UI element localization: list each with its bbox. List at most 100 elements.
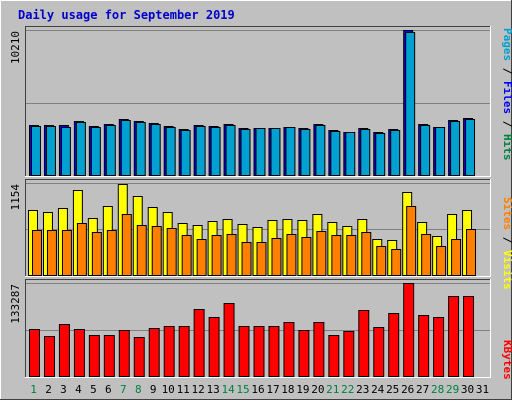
right-side-legends: Pages / Files / Hits Sites / Visits KBytes [501,28,512,380]
bar-kbytes-day-10 [163,326,175,377]
bar-sites-day-28 [436,246,447,276]
bar-sites-day-4 [76,223,87,276]
legend-sites_visits: Sites / Visits [501,197,512,290]
legend-pages_files_hits-part-0: Pages [501,28,512,61]
bar-pages-day-6 [105,125,116,176]
bar-kbytes-day-13 [208,317,220,377]
bar-pages-day-26 [405,32,416,176]
bar-sites-day-9 [151,226,162,276]
bar-sites-day-1 [32,230,42,276]
bar-pages-day-21 [330,131,341,176]
legend-kbytes: KBytes [501,340,512,380]
day-label-20: 20 [311,383,324,396]
bar-kbytes-day-14 [223,303,235,377]
day-label-8: 8 [135,383,142,396]
bar-sites-day-27 [421,234,432,276]
day-label-27: 27 [416,383,429,396]
bar-sites-day-24 [376,246,387,276]
panel-sites_visits: 1154 [9,179,491,277]
bar-pages-day-13 [210,127,221,176]
bar-kbytes-day-7 [118,330,130,377]
bar-pages-day-22 [345,132,356,176]
legend-sites_visits-part-2: Visits [501,250,512,290]
day-label-13: 13 [206,383,219,396]
bar-sites-day-29 [451,239,462,276]
bar-pages-day-7 [120,120,131,176]
bar-pages-day-14 [225,125,236,176]
bar-pages-day-2 [45,126,56,176]
bar-sites-day-11 [181,235,192,276]
bar-kbytes-day-2 [43,336,55,377]
bar-pages-day-8 [135,122,146,176]
bar-sites-day-26 [406,206,417,276]
bar-pages-day-5 [90,127,101,176]
day-label-15: 15 [236,383,249,396]
day-label-28: 28 [431,383,444,396]
bar-sites-day-14 [226,234,237,276]
bar-kbytes-day-25 [388,313,400,377]
bar-pages-day-23 [360,129,371,176]
bar-sites-day-17 [271,238,282,276]
legend-pages_files_hits-part-2: Files [501,81,512,114]
bar-sites-day-21 [331,235,342,276]
bar-pages-day-24 [375,133,386,176]
day-label-24: 24 [371,383,385,396]
bar-kbytes-day-23 [358,310,370,377]
bar-pages-day-30 [465,119,476,176]
bar-sites-day-10 [166,228,177,276]
day-label-21: 21 [326,383,339,396]
day-label-10: 10 [162,383,175,396]
bar-sites-day-16 [256,242,267,276]
bar-kbytes-day-9 [148,328,160,377]
bar-kbytes-day-26 [403,283,415,377]
bar-sites-day-18 [286,234,297,276]
day-label-6: 6 [105,383,112,396]
bar-sites-day-3 [61,230,72,276]
day-label-9: 9 [150,383,157,396]
bar-kbytes-day-27 [418,315,430,377]
bar-kbytes-day-8 [133,337,145,377]
bar-sites-day-25 [391,249,402,276]
bar-sites-day-15 [241,242,252,276]
bar-sites-day-30 [466,229,477,276]
day-label-14: 14 [221,383,235,396]
legend-pages_files_hits-part-1: / [501,61,512,81]
legend-pages_files_hits-part-4: Hits [501,134,512,161]
bar-sites-day-12 [196,239,207,276]
bar-sites-day-2 [46,230,57,276]
bar-kbytes-day-15 [238,326,250,377]
bar-kbytes-day-17 [268,326,280,377]
bar-pages-day-19 [300,129,311,176]
panel-pages_files_hits: 10210 [9,26,491,177]
bar-kbytes-day-24 [373,327,385,377]
bar-kbytes-day-21 [328,335,340,377]
bar-sites-day-5 [91,232,102,276]
bar-kbytes-day-19 [298,330,310,377]
bar-pages-day-20 [315,125,326,176]
bar-sites-day-7 [121,214,132,276]
bar-pages-day-11 [180,130,191,176]
bar-kbytes-day-11 [178,326,190,377]
legend-pages_files_hits: Pages / Files / Hits [501,28,512,161]
bar-kbytes-day-20 [313,322,325,377]
day-label-31: 31 [476,383,489,396]
day-label-5: 5 [90,383,97,396]
bar-pages-day-15 [240,129,251,176]
day-label-17: 17 [266,383,279,396]
day-label-2: 2 [45,383,52,396]
legend-sites_visits-part-0: Sites [501,197,512,230]
bar-pages-day-3 [60,127,71,176]
bar-sites-day-22 [346,235,357,276]
bar-kbytes-day-22 [343,331,355,377]
bar-sites-day-6 [106,230,117,276]
bar-kbytes-day-12 [193,309,205,377]
bar-kbytes-day-18 [283,322,295,377]
bar-pages-day-18 [285,127,296,176]
x-axis-day-labels: 1 2 3 4 5 6 7 8 9 10 11 12 13 14 15 16 17 18 19 20 21 22 23 24 2… [30,383,489,396]
day-label-12: 12 [191,383,204,396]
bar-sites-day-23 [361,232,372,276]
day-label-25: 25 [386,383,399,396]
day-label-11: 11 [177,383,190,396]
bar-kbytes-day-6 [103,335,115,377]
